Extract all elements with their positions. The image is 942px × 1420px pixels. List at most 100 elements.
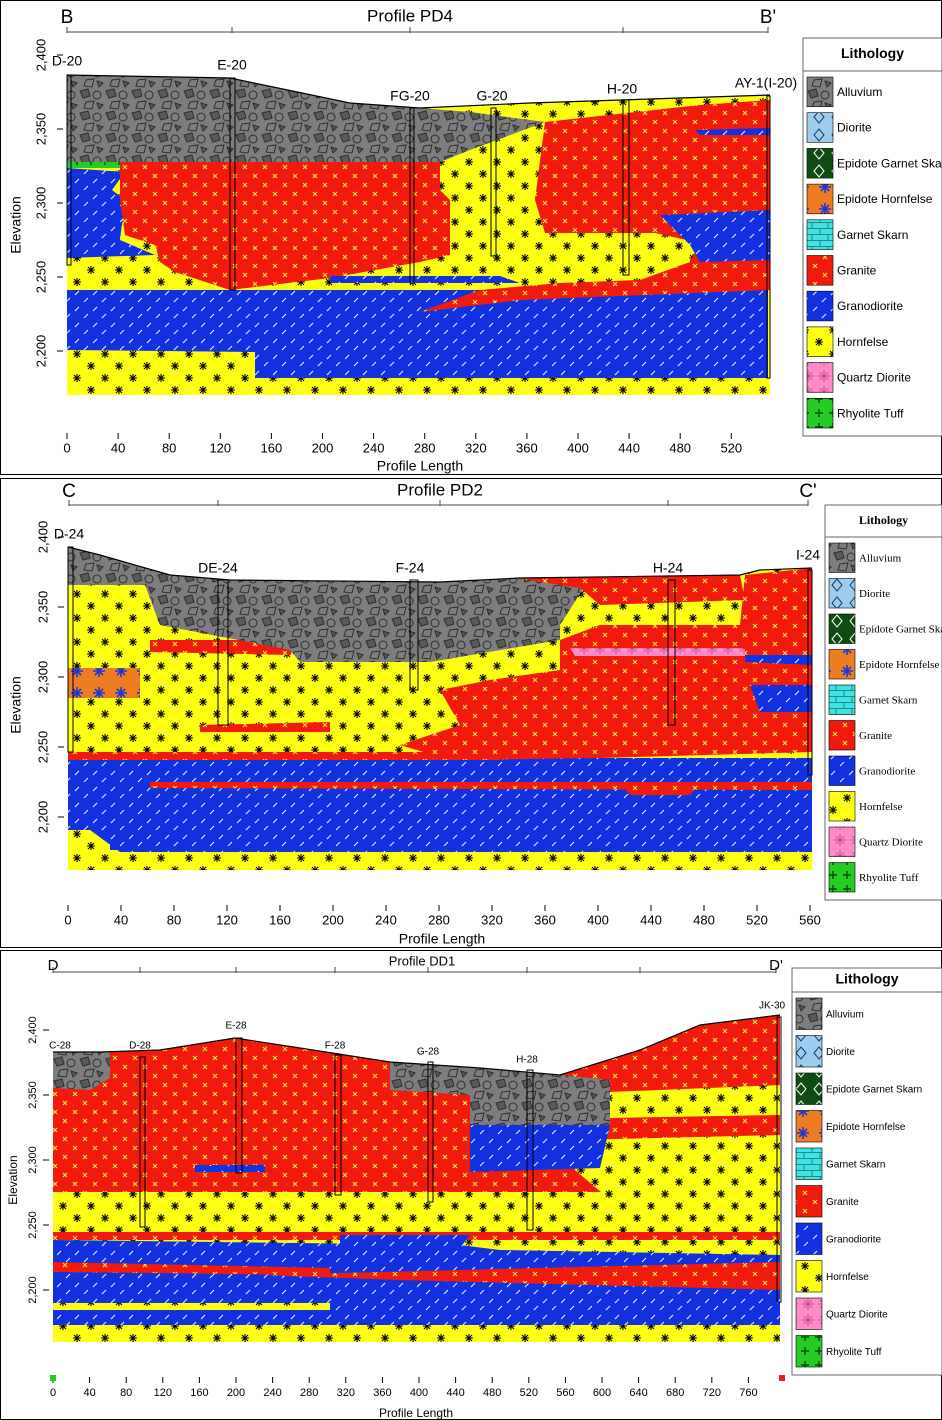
legend-label: Garnet Skarn <box>837 228 908 242</box>
x-tick-label: 320 <box>337 1387 355 1399</box>
x-tick-label: 440 <box>640 912 662 927</box>
legend-swatch <box>829 579 855 609</box>
legend-label: Granite <box>826 1197 859 1208</box>
x-tick-label: 440 <box>446 1387 464 1399</box>
profile-panel: Profile PD4BB'D-20E-20FG-20G-20H-20AY-1(… <box>1 1 942 475</box>
lithology-unit <box>68 758 812 852</box>
legend-swatch <box>829 685 855 715</box>
x-axis-label: Profile Length <box>379 1406 453 1420</box>
x-axis-label: Profile Length <box>377 458 463 474</box>
x-tick-label: 40 <box>111 440 125 455</box>
y-tick-label: 2,400 <box>27 1016 39 1044</box>
legend-swatch <box>829 650 855 680</box>
legend: LithologyAlluviumDioriteEpidote Garnet S… <box>792 968 942 1375</box>
lithology-unit <box>53 1303 330 1310</box>
x-tick-label: 120 <box>209 440 231 455</box>
legend: LithologyAlluviumDioriteEpidote Garnet S… <box>803 38 942 436</box>
legend-swatch <box>796 1261 822 1293</box>
legend-label: Rhyolite Tuff <box>859 872 919 884</box>
y-tick-label: 2,300 <box>27 1146 39 1174</box>
y-tick-label: 2,350 <box>27 1081 39 1109</box>
legend-swatch <box>807 148 833 178</box>
x-tick-label: 720 <box>703 1387 721 1399</box>
well-label: JK-30 <box>759 1001 786 1012</box>
legend-label: Quartz Diorite <box>859 836 923 848</box>
x-tick-label: 0 <box>50 1387 56 1399</box>
y-tick-label: 2,300 <box>33 187 48 220</box>
lithology-unit <box>195 1165 265 1172</box>
legend-label: Garnet Skarn <box>859 694 918 706</box>
x-axis-label: Profile Length <box>399 931 485 947</box>
y-tick-label: 2,350 <box>35 591 50 624</box>
x-tick-label: 200 <box>312 440 334 455</box>
legend-label: Epidote Hornfelse <box>837 192 933 206</box>
x-tick-label: 280 <box>428 912 450 927</box>
legend-swatch <box>796 1336 822 1368</box>
legend-label: Hornfelse <box>859 801 902 813</box>
x-tick-label: 40 <box>114 912 128 927</box>
x-tick-label: 480 <box>693 912 715 927</box>
profile-title: Profile PD4 <box>367 6 453 25</box>
legend-label: Rhyolite Tuff <box>826 1347 882 1358</box>
well-label: H-24 <box>653 560 684 576</box>
x-tick-label: 240 <box>363 440 385 455</box>
profile-title: Profile DD1 <box>389 953 455 968</box>
x-tick-label: 80 <box>120 1387 132 1399</box>
x-tick-label: 0 <box>64 912 71 927</box>
y-axis-label: Elevation <box>8 676 24 734</box>
legend-swatch <box>829 543 855 573</box>
x-tick-label: 520 <box>746 912 768 927</box>
x-tick-label: 120 <box>154 1387 172 1399</box>
x-tick-label: 560 <box>799 912 821 927</box>
legend-swatch <box>796 1111 822 1143</box>
x-tick-label: 200 <box>227 1387 245 1399</box>
x-tick-label: 520 <box>520 1387 538 1399</box>
x-tick-label: 680 <box>666 1387 684 1399</box>
legend-label: Granodiorite <box>859 765 915 777</box>
y-tick-label: 2,250 <box>27 1211 39 1239</box>
legend-swatch <box>796 1186 822 1218</box>
legend-swatch <box>796 1073 822 1105</box>
x-tick-label: 360 <box>373 1387 391 1399</box>
well-label: F-24 <box>396 560 425 576</box>
section-start: B <box>61 7 74 28</box>
x-tick-label: 120 <box>216 912 238 927</box>
page: {"panels":[ {"title":"Profile PD4","left… <box>0 0 942 1420</box>
legend-swatch <box>796 998 822 1030</box>
lithology-unit <box>68 668 140 698</box>
legend-title: Lithology <box>859 513 908 527</box>
legend-label: Rhyolite Tuff <box>837 406 904 420</box>
legend-swatch <box>807 256 833 286</box>
y-tick-label: 2,400 <box>35 521 50 554</box>
y-tick-label: 2,250 <box>35 731 50 764</box>
x-tick-label: 320 <box>465 440 487 455</box>
y-tick-label: 2,300 <box>35 661 50 694</box>
x-tick-label: 520 <box>720 440 742 455</box>
y-tick-label: 2,200 <box>33 335 48 368</box>
legend-swatch <box>796 1148 822 1180</box>
y-tick-label: 2,200 <box>35 801 50 834</box>
legend-swatch <box>807 363 833 393</box>
well-label: G-20 <box>476 88 507 104</box>
lithology-unit <box>110 845 230 850</box>
x-tick-label: 160 <box>261 440 283 455</box>
well-label: FG-20 <box>390 88 430 104</box>
legend-label: Alluvium <box>837 85 882 99</box>
x-tick-label: 480 <box>483 1387 501 1399</box>
legend-label: Quartz Diorite <box>826 1309 888 1320</box>
y-tick-label: 2,200 <box>27 1276 39 1304</box>
x-tick-label: 280 <box>300 1387 318 1399</box>
well-label: AY-1(I-20) <box>735 75 797 91</box>
legend-label: Granite <box>859 730 892 742</box>
well-label: I-24 <box>796 547 820 563</box>
section-end: B' <box>760 7 776 28</box>
legend-swatch <box>829 614 855 644</box>
x-tick-label: 240 <box>263 1387 281 1399</box>
lithology-unit <box>620 782 700 795</box>
legend-swatch <box>829 721 855 751</box>
legend-label: Granodiorite <box>826 1234 881 1245</box>
legend-title: Lithology <box>841 45 904 61</box>
well-label: D-24 <box>54 526 85 542</box>
